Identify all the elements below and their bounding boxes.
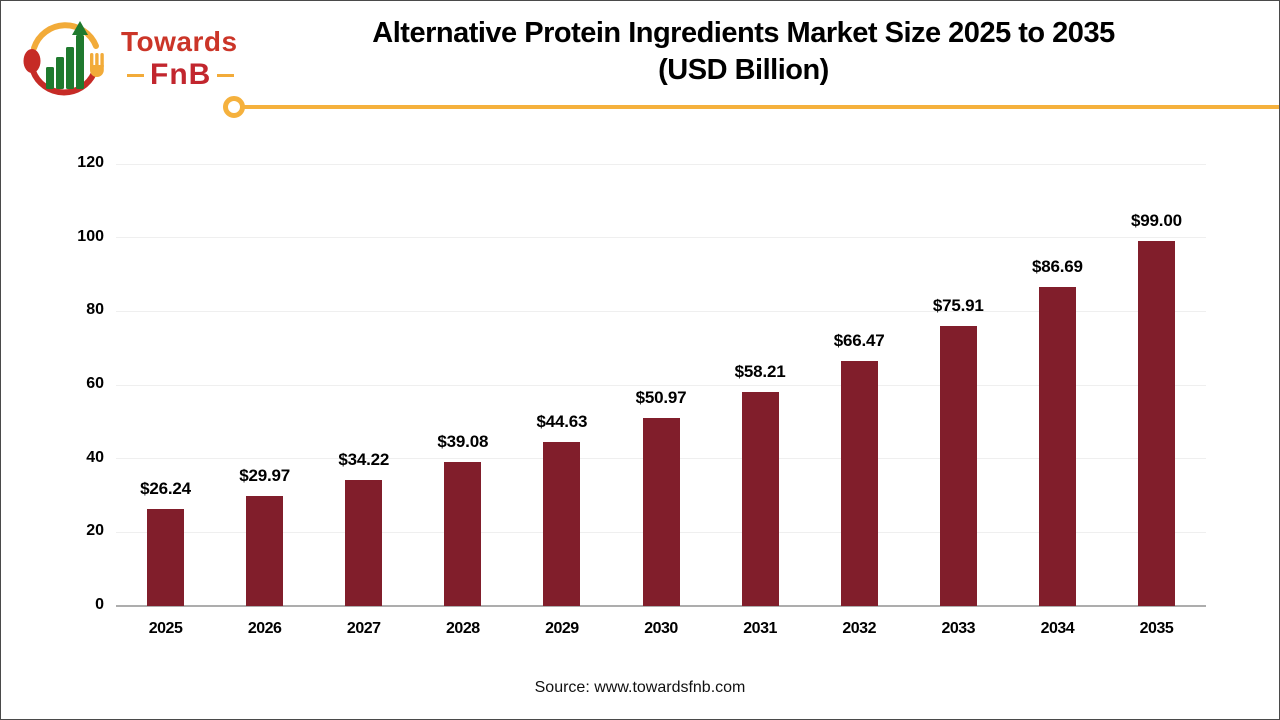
bar-value-label: $44.63 xyxy=(536,411,588,431)
bar-value-label: $86.69 xyxy=(1031,256,1083,276)
x-tick-label: 2025 xyxy=(148,620,183,637)
y-tick-label: 120 xyxy=(77,154,104,171)
bar-value-label: $39.08 xyxy=(437,432,489,452)
page-title: Alternative Protein Ingredients Market S… xyxy=(216,15,1271,89)
accent-divider-dot xyxy=(223,96,245,118)
bar xyxy=(741,391,779,606)
bar xyxy=(147,509,185,606)
bar-value-label: $29.97 xyxy=(239,465,291,485)
x-tick-label: 2035 xyxy=(1139,620,1174,637)
logo-fnb-row: FnB xyxy=(121,60,240,90)
gridline xyxy=(116,237,1206,239)
y-tick-label: 100 xyxy=(77,227,104,245)
towards-fnb-logo-icon xyxy=(23,21,104,96)
y-tick-label: 0 xyxy=(95,596,104,613)
y-tick-label: 20 xyxy=(86,522,104,540)
plot-area: $26.24 2025 $29.97 2026 $34.22 2027 $39.08 2028… xyxy=(116,163,1206,637)
bar-value-label: $66.47 xyxy=(833,331,885,351)
bar xyxy=(543,441,581,606)
bar-value-label: $75.91 xyxy=(932,296,984,316)
bar xyxy=(1137,241,1175,606)
x-tick-label: 2033 xyxy=(941,620,976,637)
bar-value-label: $34.22 xyxy=(338,449,390,469)
y-axis-labels: 0 20 40 60 80 100 120 xyxy=(49,154,104,613)
bar-value-label: $50.97 xyxy=(635,388,687,408)
logo-dash-left xyxy=(127,73,144,77)
x-tick-label: 2034 xyxy=(1040,620,1075,637)
title-line-1: Alternative Protein Ingredients Market S… xyxy=(372,17,1115,49)
logo-text: Towards FnB xyxy=(121,28,240,90)
bar xyxy=(1038,286,1076,606)
bar xyxy=(939,326,977,606)
gridline xyxy=(116,310,1206,312)
y-tick-label: 40 xyxy=(86,448,104,466)
gridline xyxy=(116,384,1206,386)
title-line-2: (USD Billion) xyxy=(658,54,829,86)
x-tick-label: 2030 xyxy=(644,620,678,637)
x-tick-label: 2028 xyxy=(446,620,480,637)
gridline xyxy=(116,163,1206,165)
bar xyxy=(642,418,680,606)
x-tick-label: 2026 xyxy=(247,620,282,637)
logo-dash-right xyxy=(217,73,235,77)
y-tick-label: 80 xyxy=(86,301,104,319)
logo: Towards FnB xyxy=(21,13,237,105)
x-tick-label: 2027 xyxy=(346,620,381,637)
source-text: Source: www.towardsfnb.com xyxy=(534,679,746,696)
bar xyxy=(444,462,482,606)
logo-fnb-text: FnB xyxy=(150,58,212,91)
accent-divider-line xyxy=(234,105,1279,109)
bar-value-label: $99.00 xyxy=(1131,211,1182,231)
logo-towards-text: Towards xyxy=(121,26,238,57)
x-tick-label: 2032 xyxy=(842,620,876,637)
x-tick-label: 2031 xyxy=(743,620,777,637)
x-tick-label: 2029 xyxy=(545,620,579,637)
x-axis-line xyxy=(116,605,1206,607)
bar-value-label: $58.21 xyxy=(734,361,786,381)
bar xyxy=(246,495,284,606)
bar xyxy=(840,361,878,606)
y-tick-label: 60 xyxy=(86,375,104,392)
bar xyxy=(345,479,383,606)
bar-value-label: $26.24 xyxy=(140,479,191,499)
